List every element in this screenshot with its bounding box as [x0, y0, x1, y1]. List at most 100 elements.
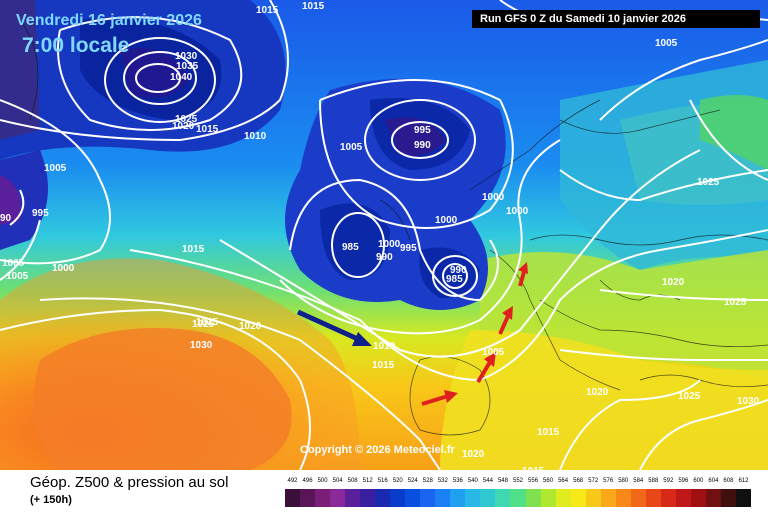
isobar-label: 1015 — [196, 124, 219, 135]
scale-tick-label: 568 — [573, 478, 584, 484]
scale-tick-label: 556 — [528, 478, 539, 484]
scale-swatch — [345, 489, 361, 507]
isobar-label: 1015 — [522, 466, 545, 470]
isobar-label: 1000 — [435, 215, 458, 226]
scale-tick-label: 504 — [332, 478, 343, 484]
scale-swatch — [705, 489, 722, 507]
isobar-label: 1020 — [462, 449, 485, 460]
scale-tick-label: 560 — [543, 478, 554, 484]
scale-tick-label: 496 — [302, 478, 313, 484]
isobar-label: 985 — [446, 274, 463, 285]
scale-swatch — [435, 489, 451, 507]
scale-tick-label: 516 — [377, 478, 388, 484]
scale-swatch — [495, 489, 511, 507]
scale-swatch — [465, 489, 481, 507]
isobar-label: 1020 — [662, 277, 685, 288]
isobar-label: 995 — [414, 125, 431, 136]
run-info: Run GFS 0 Z du Samedi 10 janvier 2026 — [472, 10, 760, 28]
scale-tick-label: 604 — [708, 478, 719, 484]
isobar-label: 1005 — [2, 258, 25, 269]
isobar-label: 990 — [376, 252, 393, 263]
isobar-label: 1010 — [244, 131, 267, 142]
isobar-label: 1020 — [172, 121, 195, 132]
scale-tick-label: 492 — [287, 478, 298, 484]
scale-tick-label: 524 — [407, 478, 418, 484]
isobar-label: 1025 — [678, 391, 701, 402]
isobar-label: 1030 — [190, 340, 213, 351]
scale-tick-label: 536 — [452, 478, 463, 484]
color-scale: 492 496 500 504 508 512 516 520 524 528 532 536 540 5… — [285, 478, 752, 508]
scale-tick-label: 500 — [317, 478, 328, 484]
scale-swatch — [600, 489, 617, 507]
legend-footer: Géop. Z500 & pression au sol (+ 150h) 49… — [0, 470, 768, 512]
isobar-label: 1020 — [239, 321, 262, 332]
scale-tick-label: 508 — [347, 478, 358, 484]
scale-tick-label: 544 — [482, 478, 493, 484]
scale-tick-label: 520 — [392, 478, 403, 484]
isobar-label: 1025 — [724, 297, 747, 308]
scale-swatch — [450, 489, 466, 507]
scale-tick-label: 600 — [693, 478, 704, 484]
isobar-label: 1005 — [6, 271, 29, 282]
scale-swatch — [570, 489, 587, 507]
scale-swatch — [720, 489, 737, 507]
isobar-label: 990 — [450, 265, 467, 276]
scale-tick-label: 532 — [437, 478, 448, 484]
isobar-label: 995 — [400, 243, 417, 254]
isobar-label: 1015 — [256, 5, 279, 16]
scale-tick-label: 512 — [362, 478, 373, 484]
scale-swatch — [330, 489, 346, 507]
scale-tick-label: 592 — [663, 478, 674, 484]
scale-tick-label: 576 — [603, 478, 614, 484]
scale-swatch — [690, 489, 707, 507]
legend-subtitle: (+ 150h) — [30, 494, 72, 506]
isobar-label: 1025 — [192, 319, 215, 330]
scale-swatch — [480, 489, 496, 507]
scale-swatch — [735, 489, 752, 507]
isobar-label: 1000 — [482, 192, 505, 203]
scale-swatch — [390, 489, 406, 507]
scale-tick-label: 608 — [723, 478, 734, 484]
isobar-label: 1000 — [378, 239, 401, 250]
isobar-label: 1015 — [537, 427, 560, 438]
isobar-label: 1025 — [697, 177, 720, 188]
scale-swatch — [660, 489, 677, 507]
isobar-label: 90 — [0, 213, 12, 224]
scale-swatch — [615, 489, 632, 507]
isobar-label: 1015 — [182, 244, 205, 255]
scale-swatch — [645, 489, 662, 507]
isobar-label: 985 — [342, 242, 359, 253]
isobar-label: 1005 — [482, 347, 505, 358]
scale-tick-label: 552 — [512, 478, 524, 484]
isobar-label: 1040 — [170, 72, 193, 83]
scale-swatch — [585, 489, 602, 507]
scale-swatch — [360, 489, 376, 507]
isobar-label: 1005 — [340, 142, 363, 153]
scale-swatch — [405, 489, 421, 507]
copyright: Copyright © 2026 Meteociel.fr — [300, 444, 455, 456]
valid-date: Vendredi 16 janvier 2026 — [16, 12, 202, 29]
scale-swatch — [525, 489, 542, 507]
isobar-label: 1005 — [44, 163, 67, 174]
scale-swatch — [555, 489, 572, 507]
scale-swatch — [315, 489, 331, 507]
scale-swatch — [510, 489, 526, 507]
scale-swatch — [300, 489, 316, 507]
scale-tick-label: 548 — [497, 478, 508, 484]
scale-tick-label: 584 — [633, 478, 644, 484]
isobar-label: 1030 — [175, 51, 198, 62]
scale-tick-label: 596 — [678, 478, 689, 484]
isobar-label: 1030 — [737, 396, 760, 407]
isobar-label: 1015 — [302, 1, 325, 12]
scale-swatch — [375, 489, 391, 507]
scale-tick-label: 572 — [588, 478, 599, 484]
isobar-label: 1025 — [196, 317, 219, 328]
scale-swatch — [675, 489, 692, 507]
scale-tick-label: 540 — [467, 478, 478, 484]
isobar-label: 1035 — [176, 61, 199, 72]
isobar-label: 1015 — [372, 360, 395, 371]
isobar-label: 1010 — [373, 341, 396, 352]
scale-tick-label: 528 — [422, 478, 433, 484]
scale-tick-label: 588 — [648, 478, 659, 484]
